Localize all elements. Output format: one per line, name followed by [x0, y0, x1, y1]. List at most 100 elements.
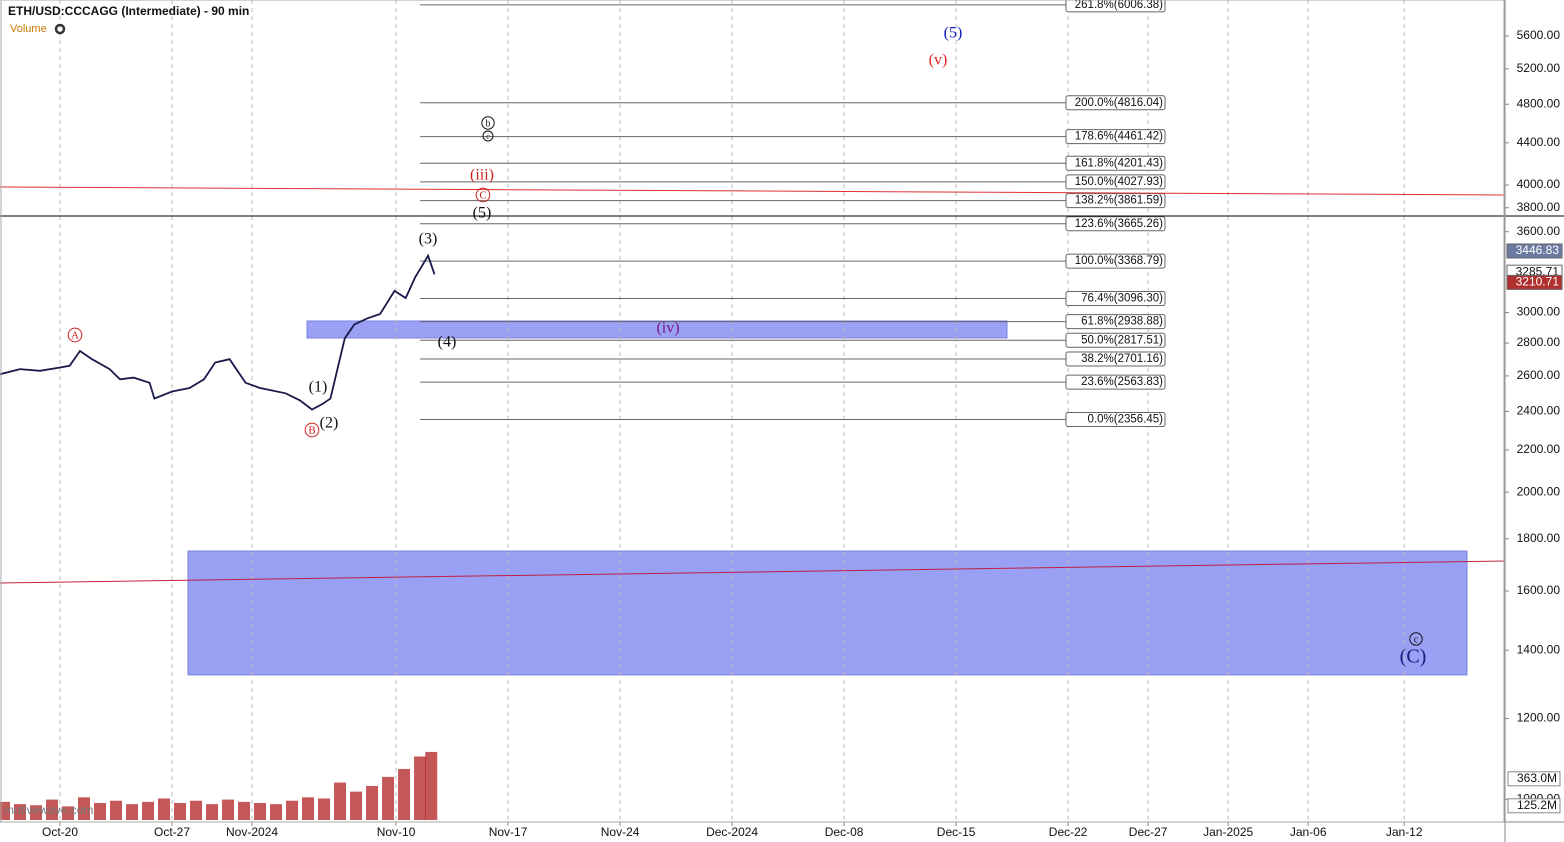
x-tick-label: Oct-27	[154, 825, 190, 839]
wave-circle	[475, 187, 491, 203]
wave-label: B	[308, 425, 315, 437]
fib-label: 261.8%(6006.38)	[1075, 0, 1163, 11]
wave-label: c	[486, 132, 490, 141]
wave-label: (C)	[1400, 646, 1427, 668]
fib-label: 76.4%(3096.30)	[1081, 293, 1163, 305]
x-tick-label: Jan-2025	[1203, 825, 1253, 839]
volume-bar	[62, 806, 75, 820]
y-tick-label: 2200.00	[1517, 442, 1561, 456]
wave-label: A	[71, 330, 79, 342]
x-tick-label: Jan-12	[1386, 825, 1423, 839]
price-tag-label: 3285.71	[1516, 264, 1560, 278]
volume-bar	[158, 798, 171, 820]
volume-tick-box	[1507, 771, 1561, 787]
volume-bar	[414, 756, 427, 820]
wave-label: (3)	[419, 231, 438, 248]
fib-label-box	[1065, 95, 1166, 111]
price-line	[0, 253, 436, 411]
wave-label: (v)	[929, 52, 948, 69]
wave-circle	[304, 422, 320, 438]
x-tick-label: Oct-20	[42, 825, 78, 839]
fib-label: 178.6%(4461.42)	[1075, 131, 1163, 143]
wave-label: (4)	[438, 334, 457, 351]
price-tag-label: 3446.83	[1516, 243, 1560, 257]
volume-bar	[190, 800, 203, 820]
fib-label-box	[1065, 129, 1166, 145]
fib-label: 150.0%(4027.93)	[1075, 176, 1163, 188]
y-tick-label: 1400.00	[1517, 642, 1561, 656]
volume-bar	[366, 785, 379, 820]
x-tick-label: Dec-2024	[706, 825, 758, 839]
fib-label: 61.8%(2938.88)	[1081, 316, 1163, 328]
y-tick-label: 4800.00	[1517, 96, 1561, 110]
x-tick-label: Jan-06	[1290, 825, 1327, 839]
y-tick-label: 1200.00	[1517, 711, 1561, 725]
wave-circle	[482, 130, 494, 142]
volume-tick-label: 363.0M	[1517, 771, 1557, 785]
fib-label-box	[1065, 332, 1166, 348]
wave-label: (iii)	[470, 167, 494, 184]
trend-line	[0, 560, 1506, 584]
wave-label: C	[479, 190, 486, 202]
volume-bar	[350, 791, 363, 820]
fib-label: 0.0%(2356.45)	[1088, 414, 1164, 426]
fib-label-box	[1065, 351, 1166, 367]
fib-label-box	[1065, 216, 1166, 232]
volume-tick-label: 125.2M	[1517, 798, 1557, 812]
fib-label-box	[1065, 290, 1166, 306]
y-tick-label: 5600.00	[1517, 28, 1561, 42]
volume-bar	[334, 782, 347, 820]
fib-label: 50.0%(2817.51)	[1081, 334, 1163, 346]
volume-bar	[126, 804, 139, 820]
y-tick-label: 2800.00	[1517, 335, 1561, 349]
volume-tick-box	[1507, 798, 1561, 814]
wave-circle	[481, 116, 495, 130]
y-tick-label: 2600.00	[1517, 368, 1561, 382]
y-tick-label: 3600.00	[1517, 224, 1561, 238]
target-zone	[187, 550, 1468, 676]
price-tag	[1506, 243, 1563, 259]
volume-bar	[270, 804, 283, 820]
x-tick-label: Dec-22	[1049, 825, 1088, 839]
target-zone	[306, 320, 1008, 339]
price-tag	[1506, 274, 1563, 290]
volume-bar	[206, 804, 219, 820]
fib-label: 138.2%(3861.59)	[1075, 195, 1163, 207]
x-tick-label: Nov-10	[377, 825, 416, 839]
y-tick-label: 1600.00	[1517, 583, 1561, 597]
volume-bar	[0, 801, 11, 820]
x-tick-label: Nov-17	[489, 825, 528, 839]
volume-bar	[238, 801, 251, 820]
y-tick-label: 2400.00	[1517, 404, 1561, 418]
fib-label: 161.8%(4201.43)	[1075, 157, 1163, 169]
volume-label[interactable]: Volume	[10, 23, 47, 35]
volume-bar	[382, 776, 395, 820]
fib-label-box	[1065, 253, 1166, 269]
y-tick-label: 2000.00	[1517, 484, 1561, 498]
volume-bar	[398, 768, 411, 820]
fib-label-box	[1065, 155, 1166, 171]
y-tick-label: 3000.00	[1517, 305, 1561, 319]
volume-bar	[94, 802, 107, 820]
wave-label: (5)	[944, 25, 963, 42]
fib-label: 200.0%(4816.04)	[1075, 97, 1163, 109]
fib-label-box	[1065, 314, 1166, 330]
volume-bar	[254, 802, 267, 820]
settings-icon[interactable]	[54, 23, 66, 35]
volume-bar	[142, 801, 155, 820]
volume-bar	[110, 800, 123, 820]
x-tick-label: Dec-15	[937, 825, 976, 839]
volume-bar	[222, 799, 235, 820]
volume-bar	[78, 797, 91, 820]
volume-bar	[14, 804, 27, 820]
wave-label: (5)	[473, 205, 492, 222]
plot-frame	[0, 0, 1505, 823]
volume-bar	[174, 802, 187, 820]
fib-label: 100.0%(3368.79)	[1075, 255, 1163, 267]
x-tick-label: Dec-27	[1129, 825, 1168, 839]
y-tick-label: 5200.00	[1517, 61, 1561, 75]
fib-label-box	[1065, 0, 1166, 13]
volume-bar	[302, 797, 315, 820]
